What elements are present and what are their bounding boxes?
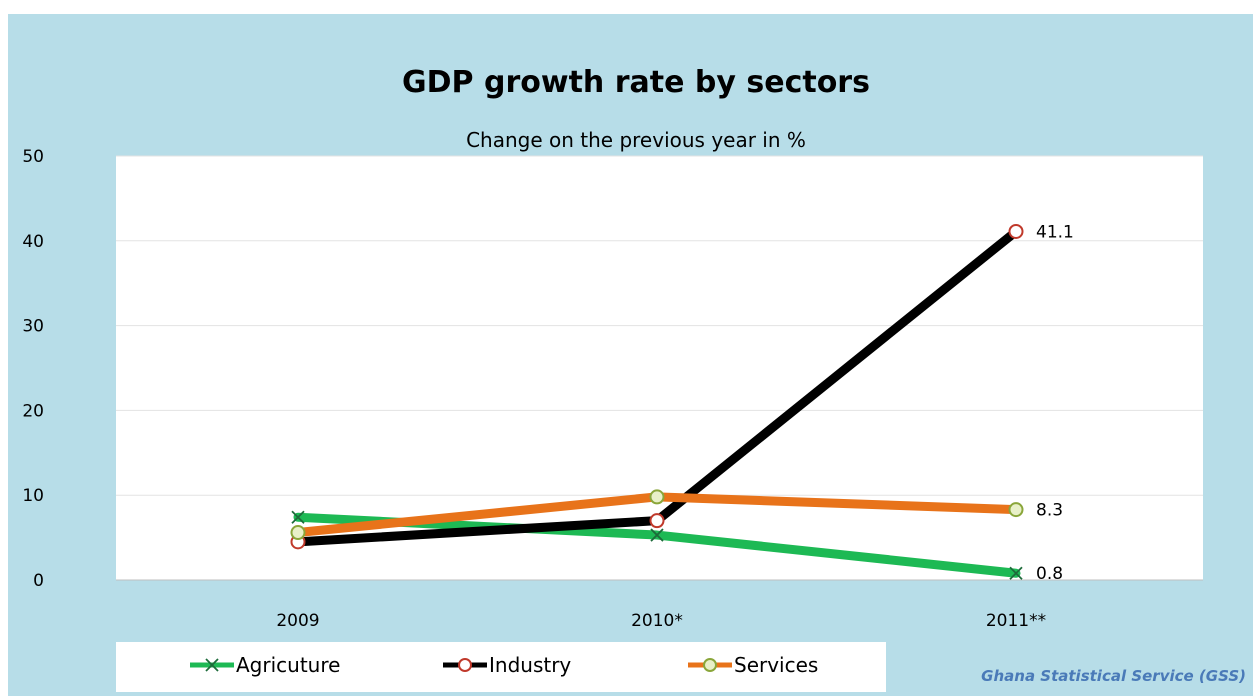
data-point-services [1008,502,1024,518]
y-tick-label: 10 [22,486,44,506]
data-point-industry [1008,223,1024,239]
chart-canvas: GDP growth rate by sectors Change on the… [22,65,1246,692]
data-point-services [649,489,665,505]
legend-item-agricuture: Agricuture [190,653,340,677]
y-tick-label: 30 [22,317,44,337]
gridlines [116,155,1203,581]
end-value-label: 8.3 [1036,501,1063,521]
chart-title: GDP growth rate by sectors [402,65,870,100]
chart-frame: GDP growth rate by sectors Change on the… [8,14,1253,696]
data-labels: 0.8 41.1 8.3 [1036,222,1074,584]
y-axis-ticks: 0 10 20 30 40 50 [22,147,44,591]
x-tick-label: 2010* [631,611,683,631]
x-axis-ticks: 2009 2010* 2011** [276,611,1046,631]
y-tick-label: 0 [33,571,44,591]
legend-label: Industry [489,653,571,677]
legend-box [116,642,886,692]
data-point-services [290,525,306,541]
y-tick-label: 20 [22,401,44,421]
source-note: Ghana Statistical Service (GSS) [981,667,1246,685]
series-markers [290,223,1024,580]
data-point-agricuture [650,528,664,542]
y-tick-label: 40 [22,232,44,252]
data-point-agricuture [291,510,305,524]
end-value-label: 0.8 [1036,564,1063,584]
end-value-label: 41.1 [1036,222,1074,242]
legend-item-industry: Industry [443,653,571,677]
chart-subtitle: Change on the previous year in % [466,128,806,152]
data-point-industry [649,513,665,529]
legend-label: Agricuture [236,653,340,677]
x-tick-label: 2011** [986,611,1046,631]
legend-item-services: Services [688,653,818,677]
x-tick-label: 2009 [276,611,319,631]
data-point-agricuture [1009,566,1023,580]
legend-label: Services [734,653,818,677]
y-tick-label: 50 [22,147,44,167]
legend: Agricuture Industry Services [190,653,818,677]
